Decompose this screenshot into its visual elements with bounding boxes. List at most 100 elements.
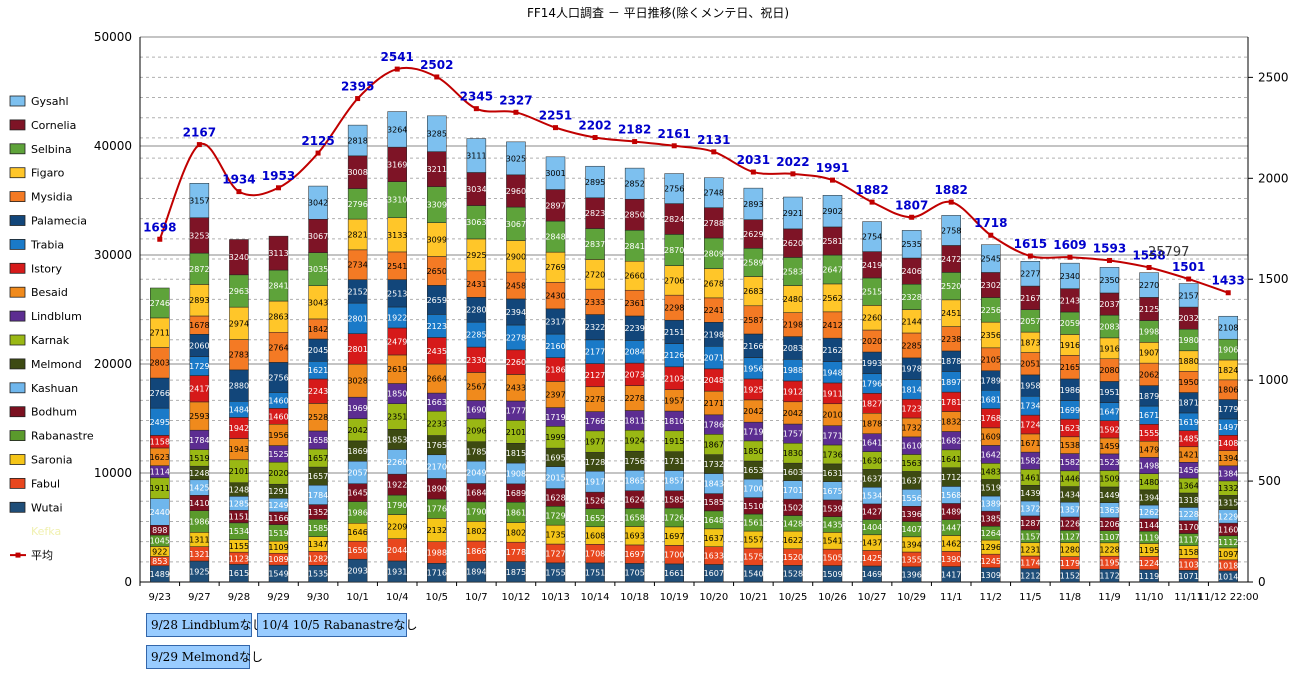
average-value-label: 1882	[855, 183, 888, 197]
bar-value-label: 853	[152, 557, 167, 566]
bar-value-label: 1850	[387, 390, 407, 399]
bar-value-label: 1541	[822, 537, 842, 546]
bar-value-label: 1630	[862, 456, 882, 465]
bar-value-label: 1425	[862, 554, 882, 563]
bar-value-label: 2356	[981, 331, 1001, 340]
bar-value-label: 1248	[189, 469, 209, 478]
bar-segment-gysahl	[783, 196, 803, 230]
bar-segment-gysahl	[466, 138, 487, 173]
bar-value-label: 1708	[585, 550, 605, 559]
bar-value-label: 1407	[901, 525, 921, 534]
bar-value-label: 1311	[189, 535, 209, 544]
note-melmond: 9/29 Melmondなし	[146, 645, 263, 669]
bar-value-label: 2769	[545, 263, 565, 272]
legend-label: 平均	[31, 549, 53, 562]
bar-value-label: 2328	[901, 293, 921, 302]
bar-value-label: 1925	[189, 568, 209, 577]
bar-value-label: 2659	[427, 296, 447, 305]
bar-value-label: 1778	[506, 548, 526, 557]
bar-value-label: 1727	[545, 549, 565, 558]
bar-value-label: 2333	[585, 298, 605, 307]
bar-value-label: 1623	[150, 453, 170, 462]
bar-value-label: 1523	[1099, 458, 1119, 467]
average-point	[513, 109, 519, 115]
bar-value-label: 1784	[189, 436, 209, 445]
bar-value-label: 1832	[941, 418, 961, 427]
bar-value-label: 1789	[981, 377, 1001, 386]
bar-value-label: 1724	[1020, 421, 1040, 430]
bar-value-label: 2513	[387, 289, 407, 298]
bar-value-label: 2270	[1139, 281, 1159, 290]
bar-value-label: 2841	[624, 242, 644, 251]
bar-value-label: 2037	[1099, 300, 1119, 309]
bar-value-label: 1806	[1218, 386, 1238, 395]
bar-value-label: 1731	[664, 457, 684, 466]
average-point	[434, 74, 440, 80]
bar-value-label: 2285	[901, 341, 921, 350]
bar-value-label: 1460	[268, 396, 288, 405]
bar-value-label: 1603	[783, 468, 803, 477]
average-point	[1146, 265, 1152, 271]
average-point	[750, 169, 756, 175]
bar-value-label: 1480	[1139, 478, 1159, 487]
bar-value-label: 1751	[585, 568, 605, 577]
bar-value-label: 2647	[822, 265, 842, 274]
bar-value-label: 1857	[664, 477, 684, 486]
bar-value-label: 1557	[743, 536, 763, 545]
average-value-label: 1807	[895, 198, 928, 212]
bar-value-label: 1539	[822, 504, 842, 513]
bar-value-label: 1363	[1099, 506, 1119, 515]
bar-value-label: 1484	[229, 405, 249, 414]
bar-value-label: 2720	[585, 270, 605, 279]
average-point	[1107, 257, 1112, 263]
bar-value-label: 1394	[1139, 493, 1159, 502]
bar-value-label: 2042	[347, 426, 367, 435]
bar-value-label: 1483	[981, 467, 1001, 476]
legend-swatch-saronia	[9, 454, 26, 465]
average-point	[1186, 276, 1192, 282]
bar-value-label: 2084	[624, 348, 644, 357]
bar-value-label: 1390	[941, 555, 961, 564]
average-point	[196, 142, 202, 148]
bar-value-label: 1658	[308, 436, 328, 445]
bar-value-label: 1262	[1139, 508, 1159, 517]
bar-value-label: 1779	[1218, 405, 1238, 414]
bar-value-label: 3067	[308, 232, 328, 241]
bar-value-label: 2824	[664, 215, 684, 224]
bar-value-label: 2431	[466, 280, 486, 289]
bar-value-label: 2126	[664, 351, 684, 360]
bar-value-label: 1908	[506, 469, 526, 478]
bar-value-label: 1509	[822, 570, 842, 579]
bar-value-label: 2748	[704, 189, 724, 198]
average-value-label: 1991	[816, 161, 849, 175]
bar-value-label: 2059	[1060, 319, 1080, 328]
average-point	[592, 135, 598, 141]
bar-value-label: 2535	[901, 240, 921, 249]
bar-value-label: 2821	[347, 230, 367, 239]
bar-value-label: 1916	[1060, 341, 1080, 350]
bar-value-label: 2660	[624, 272, 644, 281]
bar-value-label: 1969	[347, 404, 367, 413]
bar-value-label: 1421	[1178, 451, 1198, 460]
bar-value-label: 1489	[150, 570, 170, 579]
bar-value-label: 3067	[506, 220, 526, 229]
bar-value-label: 1287	[1020, 519, 1040, 528]
average-point	[473, 106, 479, 112]
bar-value-label: 1285	[229, 499, 249, 508]
bar-value-label: 2143	[1060, 296, 1080, 305]
average-value-label: 2182	[618, 123, 651, 137]
x-tick-label: 11/1	[940, 592, 962, 603]
bar-value-label: 1568	[941, 491, 961, 500]
bar-value-label: 1109	[268, 543, 288, 552]
bar-value-label: 3133	[387, 231, 407, 240]
bar-value-label: 2105	[981, 355, 1001, 364]
bar-value-label: 1622	[783, 536, 803, 545]
y-tick-label: 50000	[94, 30, 132, 44]
legend-swatch-selbina	[9, 143, 26, 155]
x-tick-label: 11/9	[1098, 592, 1120, 603]
bar-value-label: 2351	[387, 412, 407, 421]
bar-value-label: 1462	[941, 539, 961, 548]
bar-value-label: 1619	[1178, 418, 1198, 427]
bar-value-label: 2260	[506, 358, 526, 367]
bar-value-label: 1425	[189, 484, 209, 493]
